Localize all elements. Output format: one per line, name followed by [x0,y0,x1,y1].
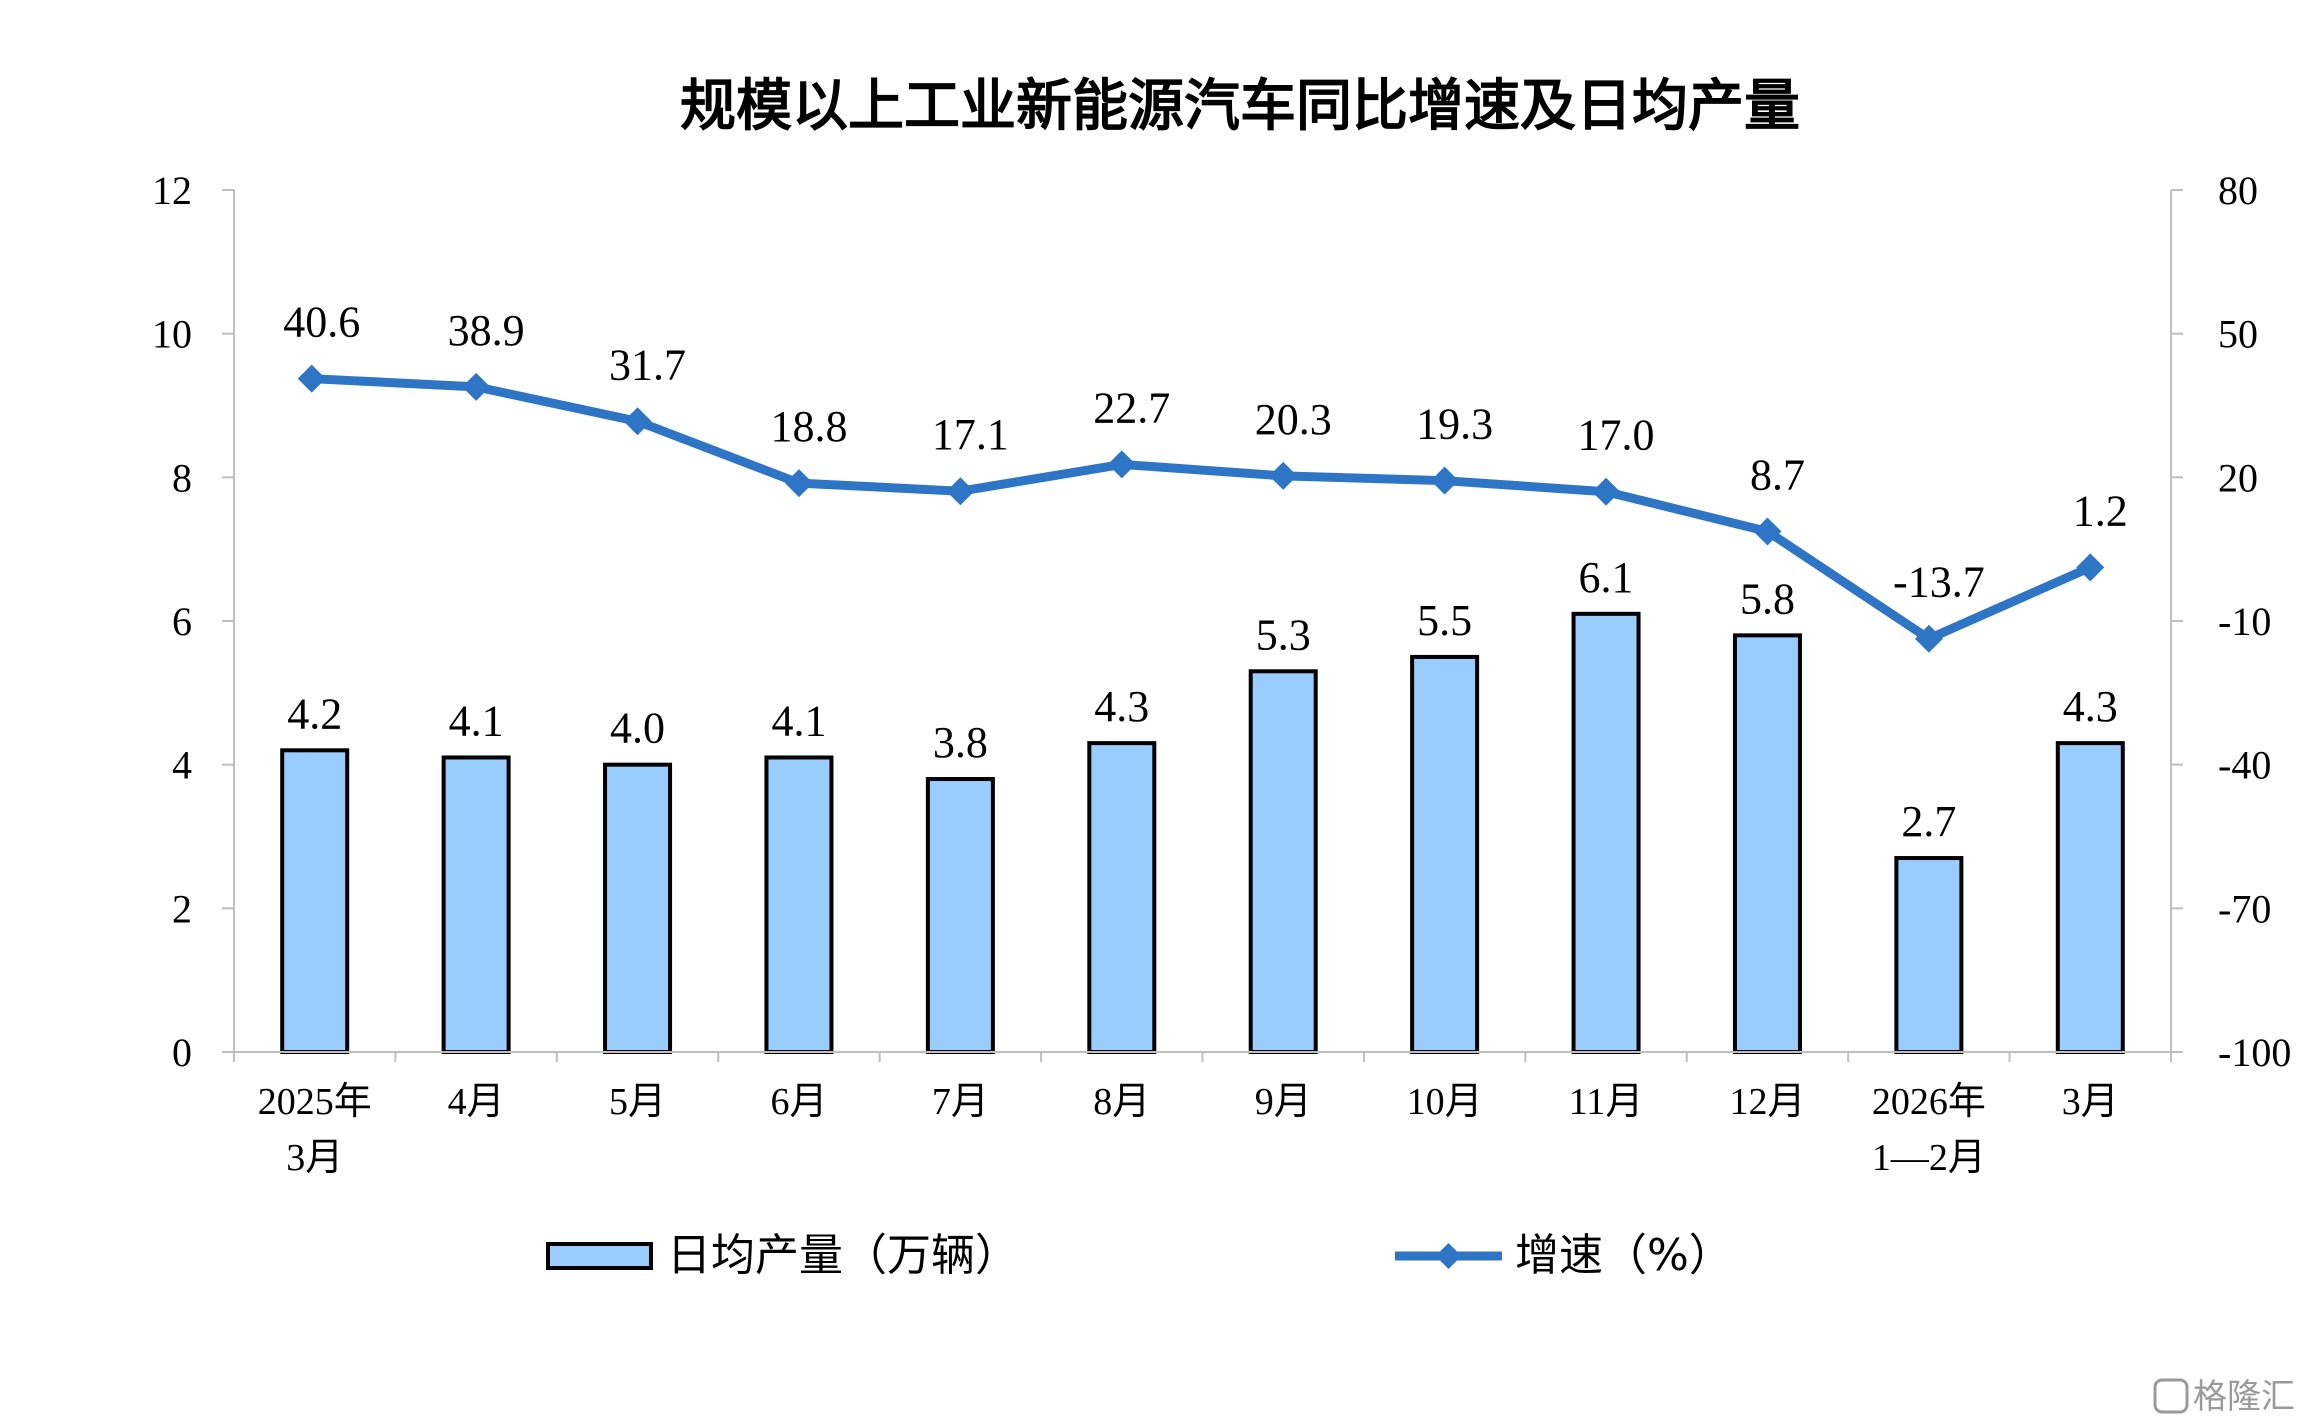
line-data-label: 38.9 [448,306,525,355]
line-marker [784,469,813,498]
bar [1894,856,1964,1054]
x-tick-label: 7月 [932,1081,989,1123]
left-tick-label: 10 [152,312,192,357]
bar-data-label: 4.0 [610,704,665,753]
right-tick-label: 80 [2218,168,2258,213]
bar [1732,633,1802,1054]
line-marker [297,364,326,393]
x-tick-label: 11月 [1569,1081,1644,1123]
line-data-label: 19.3 [1416,400,1493,449]
bar [1410,654,1480,1055]
legend-line-marker [1435,1243,1462,1269]
bar-data-label: 5.8 [1740,574,1795,623]
bar-data-label: 2.7 [1901,797,1956,846]
line-data-label: 22.7 [1093,383,1170,432]
bar-data-label: 4.1 [449,696,504,745]
left-tick-label: 0 [172,1030,192,1075]
legend: 日均产量（万辆） 增速（%） [546,1230,1733,1281]
x-tick-label: 8月 [1093,1081,1150,1123]
left-tick-label: 2 [172,886,192,931]
x-tick-label: 3月 [2062,1081,2119,1123]
line-marker [462,372,491,401]
line-data-label: 8.7 [1750,450,1805,499]
bar-data-label: 4.1 [771,696,826,745]
watermark-logo [2153,1378,2189,1414]
bar [2055,741,2125,1054]
bar-data-label: 4.2 [287,689,342,738]
line-data-label: 31.7 [609,340,686,389]
bar-data-label: 6.1 [1579,553,1634,602]
line-marker [1430,466,1459,495]
legend-bar-swatch [546,1242,653,1270]
line-marker [1753,517,1782,546]
right-tick-label: 20 [2218,455,2258,500]
bar-data-label: 5.5 [1417,596,1472,645]
line-marker [946,477,975,506]
watermark: 格隆汇 [2153,1377,2295,1417]
right-tick-label: 50 [2218,312,2258,357]
right-y-axis: -100 -70 -40 -10 20 50 80 [2170,168,2291,1075]
x-axis: 2025年 3月 4月 5月 6月 7月 8月 9月 10月 11月 12月 2026年 1—2月 3月 [233,1051,2172,1179]
x-tick-label: 9月 [1255,1081,1312,1123]
x-tick-label: 2026年 1—2月 [1872,1081,1986,1179]
x-tick-label: 4月 [448,1081,505,1123]
line-data-label: 17.0 [1578,411,1655,460]
line-series: 40.6 38.9 31.7 18.8 17.1 22.7 20.3 19.3 17.0 8.7 -… [283,298,2128,653]
left-tick-label: 8 [172,455,192,500]
line-data-label: 17.1 [932,410,1009,459]
bar [603,762,673,1055]
line-data-label: 18.8 [770,402,847,451]
line-marker [2076,553,2105,582]
bar [1571,611,1641,1054]
line-data-label: -13.7 [1893,558,1985,607]
bar [1248,669,1318,1054]
bar-data-label: 3.8 [933,718,988,767]
bar [280,748,350,1054]
right-tick-label: -100 [2218,1030,2291,1075]
bar-data-label: 5.3 [1256,610,1311,659]
chart-title: 规模以上工业新能源汽车同比增速及日均产量 [680,74,1800,139]
growth-line [311,374,2093,644]
line-marker [623,407,652,436]
x-tick-label: 6月 [770,1081,827,1123]
bar [925,777,995,1054]
left-tick-label: 12 [152,168,192,213]
x-tick-label: 12月 [1729,1081,1805,1123]
line-data-label: 20.3 [1255,395,1332,444]
bar-series: 4.2 4.1 4.0 4.1 3.8 4.3 5.3 5.5 6.1 5.8 2.7 4.3 [280,553,2125,1055]
bar-data-label: 4.3 [1094,682,1149,731]
line-marker [1107,450,1136,479]
bar [1087,741,1157,1054]
left-y-axis: 0 2 4 6 8 10 12 [152,168,235,1075]
line-data-label: 40.6 [283,298,360,347]
left-tick-label: 4 [172,743,192,788]
legend-line-label: 增速（%） [1515,1230,1733,1281]
bar-data-label: 4.3 [2063,682,2118,731]
right-tick-label: -70 [2218,886,2271,931]
left-tick-label: 6 [172,599,192,644]
line-marker [1914,624,1943,653]
x-tick-label: 10月 [1407,1081,1483,1123]
x-tick-label: 5月 [609,1081,666,1123]
right-tick-label: -10 [2218,599,2271,644]
line-marker [1592,477,1621,506]
line-data-label: 1.2 [2073,486,2128,535]
bar [441,755,511,1054]
line-marker [1269,461,1298,490]
legend-bar-label: 日均产量（万辆） [667,1230,1019,1281]
watermark-text: 格隆汇 [2193,1377,2295,1417]
right-tick-label: -40 [2218,743,2271,788]
bar [764,755,834,1054]
x-tick-label: 2025年 3月 [258,1081,372,1179]
